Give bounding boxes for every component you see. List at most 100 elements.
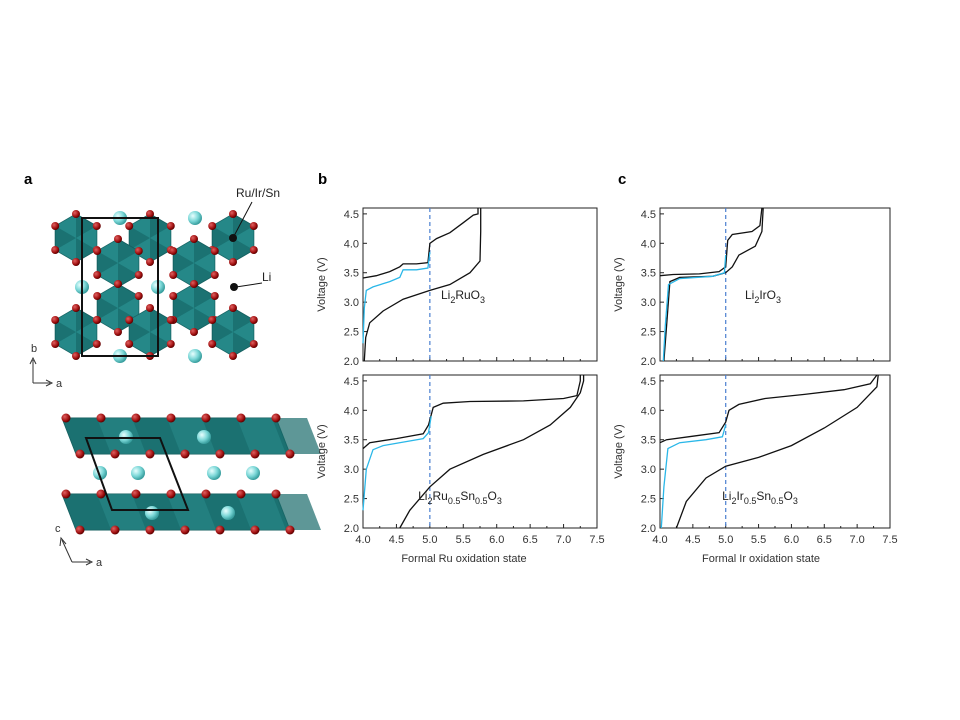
slab-face [167,494,216,530]
octahedron-face [212,320,233,344]
x-tick-label: 6.0 [784,534,799,546]
panel-a-structure: a Ru/Ir/Sn Li b a c a [24,171,321,569]
oxygen-atom [75,449,85,459]
oxygen-atom [166,222,175,230]
oxygen-atom [169,271,178,279]
oxygen-atom [61,413,71,423]
y-tick-label: 3.0 [641,297,656,309]
oxygen-atom [92,340,101,348]
octahedron-face [150,320,171,344]
y-tick-label: 4.5 [641,209,656,221]
x-tick-label: 4.5 [389,534,404,546]
octahedron-face [129,214,150,238]
li-atom [131,466,145,480]
oxygen-atom [208,316,217,324]
x-tick-label: 4.5 [685,534,700,546]
octahedron-face [173,284,194,308]
x-tick-label: 7.0 [556,534,571,546]
octahedron-face [173,251,194,275]
octahedron-face [118,251,139,275]
li-atom [197,430,211,444]
slab-face [202,418,251,454]
oxygen-atom [131,489,141,499]
oxygen-atom [210,271,219,279]
axis-a-label-bottom: a [96,557,103,569]
octahedron-face [150,332,171,356]
oxygen-atom [125,222,134,230]
octahedron-face [97,308,118,332]
oxygen-atom [114,280,122,288]
y-tick-label: 2.5 [641,327,656,339]
oxygen-atom [215,525,225,535]
octahedron-face [118,263,139,287]
octahedron-face [76,320,97,344]
oxygen-atom [249,222,258,230]
octahedron-face [129,332,150,356]
oxygen-atom [169,292,178,300]
oxygen-atom [166,316,175,324]
octahedron-face [150,214,171,238]
oxygen-atom [249,246,258,254]
y-tick-label: 3.0 [344,297,359,309]
oxygen-atom [215,449,225,459]
octahedron-face [194,239,215,263]
octahedron-face [55,320,76,344]
compound-label: Li2RuO3 [441,288,485,305]
y-tick-label: 4.0 [344,405,359,417]
oxygen-atom [229,352,237,360]
y-tick-label: 4.0 [641,238,656,250]
oxygen-atom [146,304,154,312]
octahedron-face [194,251,215,275]
oxygen-atom [166,413,176,423]
octahedron-face [118,296,139,320]
octahedron-face [194,296,215,320]
slab-face [237,494,286,530]
oxygen-atom [250,449,260,459]
oxygen-atom [51,246,60,254]
label-li-site: Li [262,270,271,284]
voltage-chart-c-bottom: 2.0 2.5 3.0 3.5 4.0 4.5 4.0 4.5 5.0 5.5 6.0 6.5 7.0 7… [613,374,898,546]
oxygen-atom [236,413,246,423]
slab-face [167,418,216,454]
oxygen-atom [190,235,198,243]
y-tick-label: 4.5 [344,376,359,388]
octahedron-face [233,308,254,332]
li-marker [230,283,238,291]
oxygen-atom [190,328,198,336]
x-tick-label: 6.5 [522,534,537,546]
y-tick-label: 2.0 [344,523,359,535]
oxygen-atom [110,525,120,535]
oxygen-atom [271,413,281,423]
oxygen-atom [146,258,154,266]
voltage-curve-2 [399,375,585,529]
oxygen-atom [96,489,106,499]
x-tick-label: 4.0 [355,534,370,546]
slab-face [62,494,111,530]
voltage-curve-2 [663,207,764,362]
oxygen-atom [93,247,102,255]
li-atom [145,506,159,520]
structure-side-view [61,413,321,535]
oxygen-atom [236,489,246,499]
octahedron-face [55,214,76,238]
oxygen-atom [166,340,175,348]
octahedron-face [55,332,76,356]
y-tick-label: 4.5 [641,376,656,388]
oxygen-atom [93,271,102,279]
oxygen-atom [61,489,71,499]
octahedron-face [173,263,194,287]
octahedron-face [97,296,118,320]
y-tick-label: 2.5 [344,327,359,339]
voltage-curve-2 [675,374,879,529]
voltage-curve-3 [662,255,727,362]
oxygen-atom [229,304,237,312]
oxygen-atom [210,247,219,255]
label-metal-site: Ru/Ir/Sn [236,186,280,200]
voltage-chart-b-top: 2.0 2.5 3.0 3.5 4.0 4.5 Voltage (V) Li2RuO3 [316,207,598,368]
axis-b-label: b [31,343,37,355]
oxygen-atom [271,489,281,499]
octahedron-face [173,239,194,263]
octahedron-face [233,214,254,238]
axis-a-label-top: a [56,378,63,390]
axes-indicator-bottom: c a [55,523,103,569]
